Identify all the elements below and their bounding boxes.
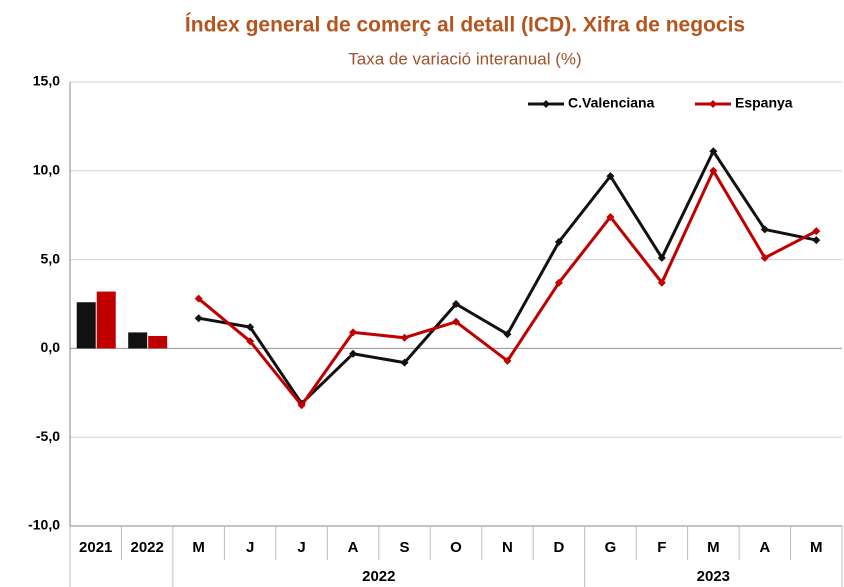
group-label: 2023 bbox=[697, 568, 730, 585]
x-tick-label: A bbox=[759, 539, 770, 556]
marker bbox=[246, 323, 255, 332]
marker bbox=[657, 278, 666, 287]
marker bbox=[503, 330, 512, 339]
marker bbox=[554, 278, 563, 287]
marker bbox=[400, 333, 409, 342]
x-tick-label: M bbox=[192, 539, 205, 556]
marker bbox=[349, 349, 358, 358]
x-tick-label: G bbox=[605, 539, 617, 556]
x-tick-label: S bbox=[400, 539, 410, 556]
line bbox=[197, 169, 817, 407]
x-tick-label: 2022 bbox=[131, 539, 164, 556]
marker bbox=[503, 356, 512, 365]
marker bbox=[657, 253, 666, 262]
marker bbox=[812, 236, 821, 245]
legend-marker bbox=[542, 100, 550, 108]
bar bbox=[128, 332, 148, 349]
x-tick-label: J bbox=[246, 539, 254, 556]
x-tick-label: D bbox=[554, 539, 565, 556]
y-tick-label: 0,0 bbox=[41, 339, 61, 355]
x-tick-label: O bbox=[450, 539, 462, 556]
y-tick-label: -5,0 bbox=[36, 428, 60, 444]
marker bbox=[812, 227, 821, 236]
y-tick-label: 15,0 bbox=[33, 73, 60, 89]
chart-subtitle: Taxa de variació interanual (%) bbox=[348, 49, 581, 68]
marker bbox=[709, 166, 718, 175]
marker bbox=[606, 212, 615, 221]
marker bbox=[709, 147, 718, 156]
x-tick-label: M bbox=[707, 539, 720, 556]
x-tick-label: N bbox=[502, 539, 513, 556]
x-tick-label: M bbox=[810, 539, 823, 556]
bar bbox=[96, 291, 116, 349]
marker bbox=[194, 314, 203, 323]
y-tick-label: 10,0 bbox=[33, 162, 60, 178]
bar bbox=[76, 302, 96, 349]
marker bbox=[349, 328, 358, 337]
marker bbox=[194, 294, 203, 303]
legend-label: C.Valenciana bbox=[568, 95, 655, 111]
marker bbox=[400, 358, 409, 367]
marker bbox=[452, 317, 460, 326]
marker bbox=[554, 237, 563, 246]
marker bbox=[606, 172, 615, 181]
marker bbox=[760, 253, 769, 262]
x-tick-label: 2021 bbox=[79, 539, 112, 556]
marker bbox=[452, 300, 460, 308]
marker bbox=[297, 401, 306, 410]
y-tick-label: -10,0 bbox=[28, 517, 60, 533]
legend-label: Espanya bbox=[735, 95, 793, 111]
chart-title: Índex general de comerç al detall (ICD).… bbox=[185, 14, 745, 37]
x-tick-label: J bbox=[297, 539, 305, 556]
x-tick-label: A bbox=[348, 539, 359, 556]
y-tick-label: 5,0 bbox=[41, 250, 61, 266]
marker bbox=[246, 337, 255, 346]
marker bbox=[760, 225, 769, 234]
legend-marker bbox=[709, 100, 717, 108]
group-label: 2022 bbox=[362, 568, 395, 585]
bar bbox=[148, 335, 168, 349]
x-tick-label: F bbox=[657, 539, 666, 556]
